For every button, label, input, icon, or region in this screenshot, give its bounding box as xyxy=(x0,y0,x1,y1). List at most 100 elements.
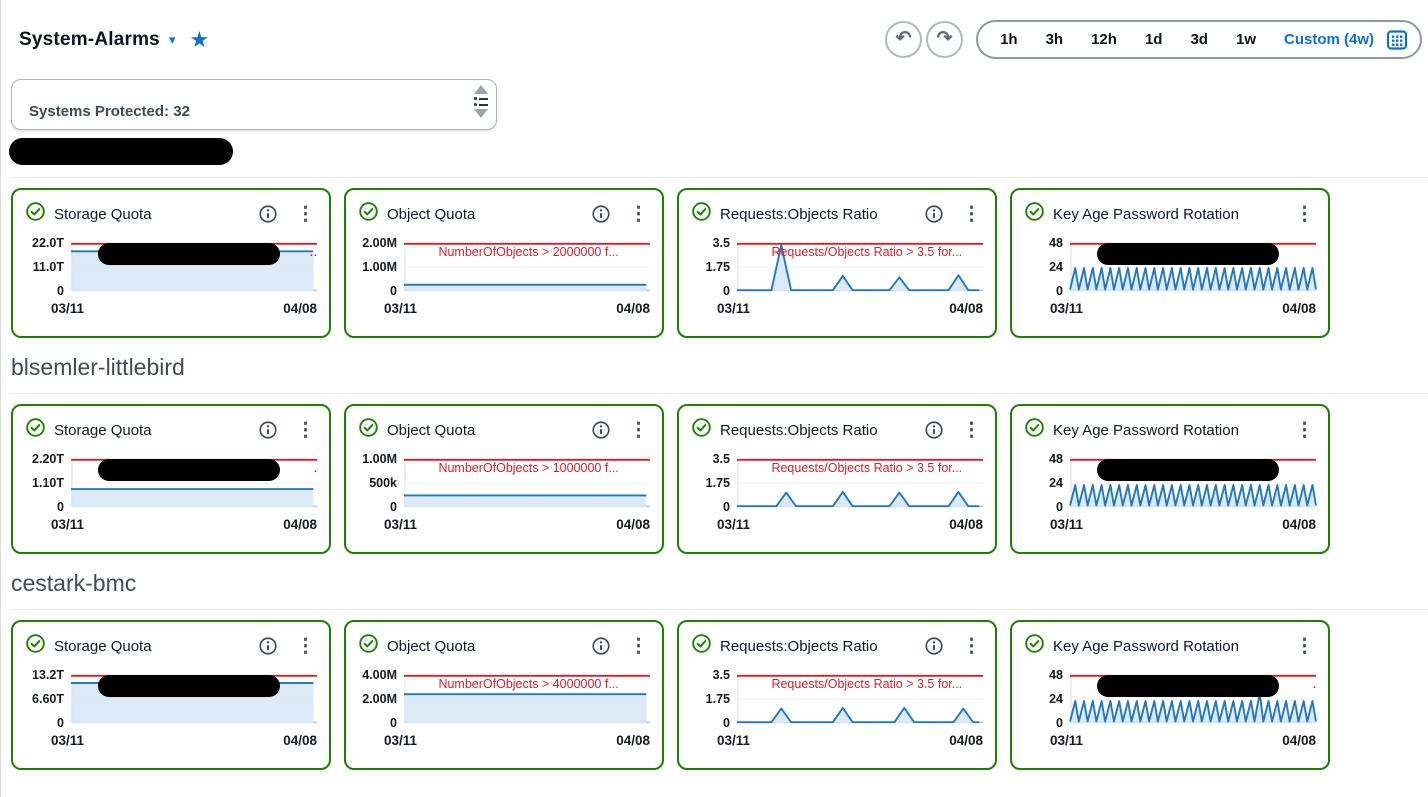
card-title: Storage Quota xyxy=(54,637,152,655)
chart-area: 48 24 0 xyxy=(1024,452,1316,514)
y-axis-labels: 22.0T 11.0T 0 xyxy=(25,236,71,298)
y-tick-label: 24 xyxy=(1049,692,1063,706)
stepper-icon[interactable] xyxy=(474,85,488,118)
y-axis-labels: 13.2T 6.60T 0 xyxy=(25,668,71,730)
chart-plot: NumberOfObjects > 1000000 f... xyxy=(404,459,650,507)
card-actions: ⋮ xyxy=(1293,205,1316,224)
threshold-label: Requests/Objects Ratio > 3.5 for... xyxy=(771,677,963,691)
kebab-menu-icon[interactable]: ⋮ xyxy=(1295,419,1314,441)
info-icon[interactable] xyxy=(924,420,944,440)
time-range-1d-button[interactable]: 1d xyxy=(1131,31,1177,48)
kebab-menu-icon[interactable]: ⋮ xyxy=(962,635,981,657)
y-axis-labels: 48 24 0 xyxy=(1024,452,1070,514)
undo-button[interactable]: ↶ xyxy=(885,21,923,58)
y-tick-label: 0 xyxy=(1056,716,1063,730)
card-title: Requests:Objects Ratio xyxy=(720,637,878,655)
y-tick-label: 1.00M xyxy=(362,452,397,466)
x-start-label: 03/11 xyxy=(1050,301,1084,316)
card-title: Key Age Password Rotation xyxy=(1053,637,1239,655)
alarm-card: Key Age Password Rotation ⋮ 48 24 0. 03/11 04/… xyxy=(1010,620,1330,770)
time-range-group: 1h 3h 12h 1d 3d 1w Custom (4w) xyxy=(976,20,1422,59)
kebab-menu-icon[interactable]: ⋮ xyxy=(296,203,315,225)
x-axis-labels: 03/11 04/08 xyxy=(691,733,983,748)
ok-check-icon xyxy=(691,633,712,659)
kebab-menu-icon[interactable]: ⋮ xyxy=(1295,203,1314,225)
ok-check-icon xyxy=(691,417,712,443)
y-tick-label: 13.2T xyxy=(32,668,64,682)
x-start-label: 03/11 xyxy=(717,301,751,316)
card-actions: ⋮ xyxy=(258,420,317,440)
redo-button[interactable]: ↷ xyxy=(926,21,964,58)
y-tick-label: 4.00M xyxy=(362,668,397,682)
time-range-1w-button[interactable]: 1w xyxy=(1222,31,1270,48)
kebab-menu-icon[interactable]: ⋮ xyxy=(296,635,315,657)
info-icon[interactable] xyxy=(591,204,611,224)
x-start-label: 03/11 xyxy=(51,517,85,532)
y-tick-label: 0 xyxy=(390,284,397,298)
kebab-menu-icon[interactable]: ⋮ xyxy=(629,635,648,657)
info-icon[interactable] xyxy=(258,636,278,656)
page-title: System-Alarms xyxy=(19,28,160,50)
time-range-12h-button[interactable]: 12h xyxy=(1077,31,1131,48)
kebab-menu-icon[interactable]: ⋮ xyxy=(629,203,648,225)
time-range-3h-button[interactable]: 3h xyxy=(1032,31,1078,48)
calendar-icon[interactable] xyxy=(1386,29,1408,51)
card-title: Object Quota xyxy=(387,421,476,439)
card-title: Key Age Password Rotation xyxy=(1053,421,1239,439)
dashboard-dropdown-caret-icon[interactable]: ▾ xyxy=(168,31,176,47)
info-icon[interactable] xyxy=(258,204,278,224)
y-tick-label: 3.5 xyxy=(712,452,730,466)
info-icon[interactable] xyxy=(924,636,944,656)
chart-area: 1.00M 500k 0 NumberOfObjects > 1000000 f... xyxy=(358,452,650,514)
threshold-label: Requests/Objects Ratio > 3.5 for... xyxy=(771,245,963,259)
alarm-card: Object Quota ⋮ 4.00M 2.00M 0 NumberOfObjects … xyxy=(344,620,664,770)
info-icon[interactable] xyxy=(258,420,278,440)
card-header: Requests:Objects Ratio ⋮ xyxy=(691,201,983,227)
y-tick-label: 1.75 xyxy=(705,260,730,274)
section-title: cestark-bmc xyxy=(11,570,137,596)
y-tick-label: 0 xyxy=(1056,500,1063,514)
card-title: Storage Quota xyxy=(54,205,152,223)
time-range-1h-button[interactable]: 1h xyxy=(986,31,1032,48)
ok-check-icon xyxy=(1024,417,1045,443)
info-icon[interactable] xyxy=(591,420,611,440)
systems-filter-input[interactable]: Systems Protected: 32 xyxy=(11,79,497,130)
x-axis-labels: 03/11 04/08 xyxy=(25,733,317,748)
time-range-custom-button[interactable]: Custom (4w) xyxy=(1270,31,1382,48)
kebab-menu-icon[interactable]: ⋮ xyxy=(629,419,648,441)
kebab-menu-icon[interactable]: ⋮ xyxy=(296,419,315,441)
y-tick-label: 2.20T xyxy=(32,452,64,466)
y-axis-labels: 2.20T 1.10T 0 xyxy=(25,452,71,514)
x-axis-labels: 03/11 04/08 xyxy=(1024,517,1316,532)
card-actions: ⋮ xyxy=(591,636,650,656)
redaction-bar xyxy=(98,459,281,481)
y-tick-label: 2.00M xyxy=(362,236,397,250)
y-axis-labels: 2.00M 1.00M 0 xyxy=(358,236,404,298)
card-actions: ⋮ xyxy=(591,204,650,224)
y-tick-label: 3.5 xyxy=(712,668,730,682)
x-end-label: 04/08 xyxy=(1282,301,1316,316)
x-start-label: 03/11 xyxy=(384,733,418,748)
alarm-card: Storage Quota ⋮ 13.2T 6.60T 0 03/11 04/08 xyxy=(11,620,331,770)
redaction-bar xyxy=(1097,459,1280,481)
y-tick-label: 3.5 xyxy=(712,236,730,250)
kebab-menu-icon[interactable]: ⋮ xyxy=(1295,635,1314,657)
y-axis-labels: 4.00M 2.00M 0 xyxy=(358,668,404,730)
chart-area: 2.20T 1.10T 0. xyxy=(25,452,317,514)
y-tick-label: 1.00M xyxy=(362,260,397,274)
x-axis-labels: 03/11 04/08 xyxy=(358,301,650,316)
card-actions: ⋮ xyxy=(1293,421,1316,440)
x-axis-labels: 03/11 04/08 xyxy=(1024,301,1316,316)
favorite-star-icon[interactable]: ★ xyxy=(189,26,210,52)
kebab-menu-icon[interactable]: ⋮ xyxy=(962,419,981,441)
x-end-label: 04/08 xyxy=(616,301,650,316)
info-icon[interactable] xyxy=(924,204,944,224)
card-header: Object Quota ⋮ xyxy=(358,417,650,443)
kebab-menu-icon[interactable]: ⋮ xyxy=(962,203,981,225)
info-icon[interactable] xyxy=(591,636,611,656)
card-title: Object Quota xyxy=(387,637,476,655)
x-axis-labels: 03/11 04/08 xyxy=(358,733,650,748)
chart-area: 48 24 0 xyxy=(1024,236,1316,298)
time-range-3d-button[interactable]: 3d xyxy=(1176,31,1222,48)
